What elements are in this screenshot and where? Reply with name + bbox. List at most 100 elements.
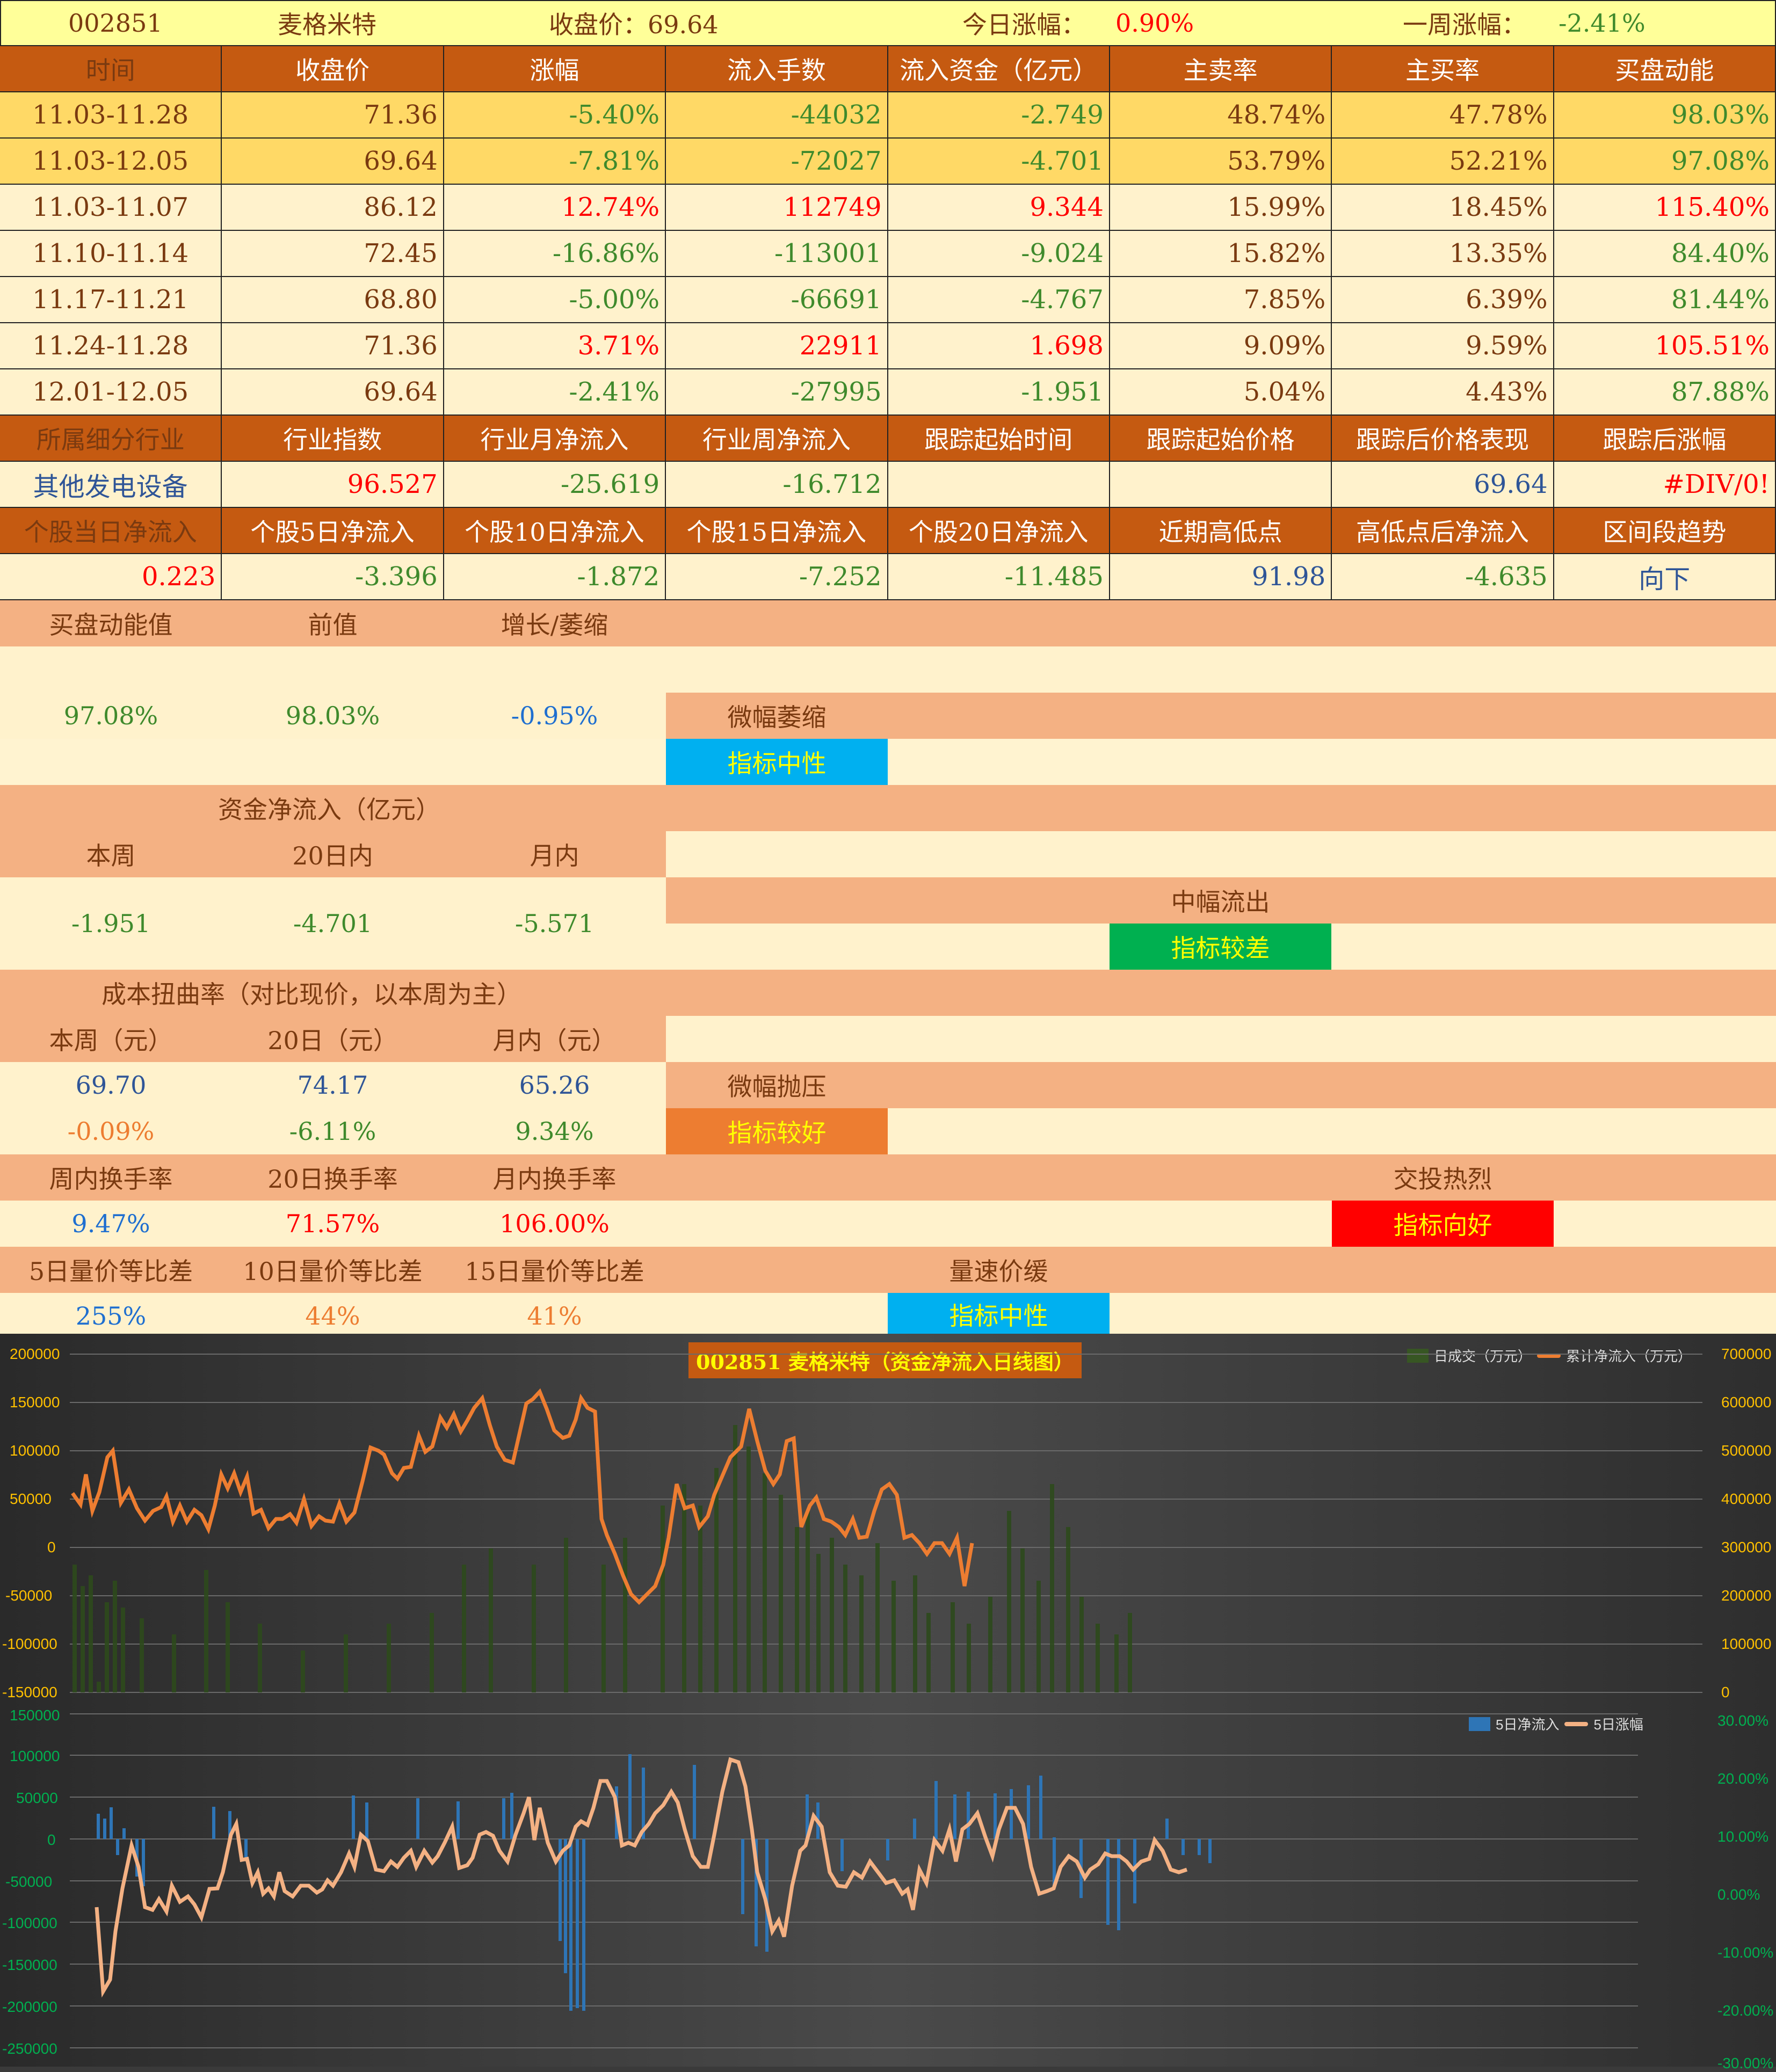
- after-high-low-inflow: -4.635: [1332, 554, 1554, 599]
- col-header: 个股10日净流入: [444, 508, 666, 553]
- change-legend-swatch: [1564, 1721, 1589, 1726]
- cell-close: 69.64: [222, 369, 444, 415]
- y-left-tick: 50000: [10, 1491, 52, 1507]
- track-change: #DIV/0!: [1554, 462, 1776, 507]
- today-change-value: 0.90%: [1115, 9, 1194, 38]
- y-left-tick: -150000: [2, 1684, 57, 1700]
- volprice-label-10d: 10日量价等比差: [243, 1257, 423, 1286]
- col-header: 个股20日净流入: [888, 508, 1110, 553]
- cell-close: 68.80: [222, 277, 444, 322]
- cell-lots: -27995: [666, 369, 888, 415]
- table-row: 11.03-11.28 71.36 -5.40% -44032 -2.749 4…: [0, 92, 1776, 139]
- cell-sell-rate: 9.09%: [1110, 323, 1332, 368]
- turnover-value-month: 106.00%: [499, 1209, 610, 1238]
- cost-rate-week: -0.09%: [67, 1117, 155, 1146]
- table-row: 11.03-11.07 86.12 12.74% 112749 9.344 15…: [0, 185, 1776, 231]
- volprice-label-5d: 5日量价等比差: [28, 1257, 193, 1286]
- table-row: 11.24-11.28 71.36 3.71% 22911 1.698 9.09…: [0, 323, 1776, 369]
- cell-period: 11.24-11.28: [0, 323, 222, 368]
- y-left-tick: 50000: [16, 1790, 58, 1806]
- prev-label: 前值: [308, 610, 358, 639]
- cell-close: 71.36: [222, 92, 444, 137]
- cell-lots: 22911: [666, 323, 888, 368]
- momentum-badge: 指标中性: [666, 739, 888, 785]
- turnover-value-20d: 71.57%: [285, 1209, 380, 1238]
- day-inflow: 0.223: [0, 554, 222, 599]
- stock-name: 麦格米特: [278, 10, 376, 39]
- col-header: 区间段趋势: [1554, 508, 1776, 553]
- cell-buy-rate: 13.35%: [1332, 231, 1554, 276]
- flow-label-month: 月内: [530, 841, 579, 870]
- cell-funds: -4.767: [888, 277, 1110, 322]
- y-left-tick: 150000: [10, 1707, 60, 1724]
- col-header: 高低点后净流入: [1332, 508, 1554, 553]
- y-right-tick: 100000: [1721, 1635, 1772, 1652]
- y-right-tick: 30.00%: [1717, 1712, 1768, 1729]
- cell-momentum: 97.08%: [1554, 139, 1776, 184]
- col-header: 跟踪起始价格: [1110, 416, 1332, 461]
- col-header: 行业月净流入: [444, 416, 666, 461]
- chart2-legend: 5日净流入 5日涨幅: [1469, 1714, 1643, 1734]
- y-left-tick: -200000: [2, 1998, 57, 2015]
- turnover-value-week: 9.47%: [71, 1209, 150, 1238]
- turnover-label-20d: 20日换手率: [267, 1165, 398, 1194]
- y-right-tick: 0.00%: [1717, 1886, 1760, 1903]
- 5day-flow-chart: 5日净流入 5日涨幅: [0, 1700, 1776, 2071]
- cell-buy-rate: 18.45%: [1332, 185, 1554, 230]
- cell-close: 69.64: [222, 139, 444, 184]
- volprice-value-5d: 255%: [75, 1302, 147, 1331]
- cell-momentum: 115.40%: [1554, 185, 1776, 230]
- cell-buy-rate: 4.43%: [1332, 369, 1554, 415]
- table-row: 11.17-11.21 68.80 -5.00% -66691 -4.767 7…: [0, 277, 1776, 323]
- cost-price-month: 65.26: [519, 1071, 590, 1100]
- cell-sell-rate: 7.85%: [1110, 277, 1332, 322]
- industry-index: 96.527: [222, 462, 444, 507]
- flow-value-month: -5.571: [514, 909, 595, 938]
- cell-funds: -4.701: [888, 139, 1110, 184]
- cell-change: -16.86%: [444, 231, 666, 276]
- flow-label-20d: 20日内: [292, 841, 373, 870]
- summary-bar: 002851 麦格米特 收盘价：69.64 今日涨幅： 0.90% 一周涨幅： …: [0, 0, 1776, 46]
- y-right-tick: 600000: [1721, 1394, 1772, 1411]
- chart1-plot: [70, 1354, 1702, 1693]
- cell-momentum: 105.51%: [1554, 323, 1776, 368]
- y-left-tick: 150000: [10, 1394, 60, 1411]
- recent-high-low: 91.98: [1110, 554, 1332, 599]
- y-left-tick: -100000: [2, 1915, 57, 1931]
- week-change-label: 一周涨幅：: [1403, 10, 1526, 39]
- col-header: 涨幅: [444, 46, 666, 91]
- cost-label-month: 月内（元）: [492, 1026, 617, 1055]
- y-right-tick: 700000: [1721, 1346, 1772, 1362]
- cell-change: -7.81%: [444, 139, 666, 184]
- col-header: 跟踪后涨幅: [1554, 416, 1776, 461]
- flow-status: 中幅流出: [1171, 888, 1270, 917]
- cost-title: 成本扭曲率（对比现价，以本周为主）: [102, 980, 521, 1009]
- col-header: 主买率: [1332, 46, 1554, 91]
- col-header: 流入资金（亿元）: [888, 46, 1110, 91]
- 15day-inflow: -7.252: [666, 554, 888, 599]
- y-left-tick: 200000: [10, 1346, 60, 1362]
- y-left-tick: -100000: [2, 1635, 57, 1652]
- cell-close: 72.45: [222, 231, 444, 276]
- y-right-tick: 400000: [1721, 1491, 1772, 1507]
- turnover-status: 交投热烈: [1393, 1165, 1492, 1194]
- col-header: 近期高低点: [1110, 508, 1332, 553]
- cell-momentum: 98.03%: [1554, 92, 1776, 137]
- table-row: 11.10-11.14 72.45 -16.86% -113001 -9.024…: [0, 231, 1776, 277]
- turnover-label-month: 月内换手率: [492, 1165, 617, 1194]
- col-header: 跟踪后价格表现: [1332, 416, 1554, 461]
- y-left-tick: 0: [47, 1831, 56, 1848]
- col-header: 个股5日净流入: [222, 508, 444, 553]
- turnover-badge: 指标向好: [1332, 1201, 1554, 1247]
- inflow-legend-swatch: [1469, 1717, 1490, 1731]
- track-start-time: [888, 462, 1110, 507]
- y-left-tick: -250000: [2, 2040, 57, 2057]
- y-right-tick: -10.00%: [1717, 1944, 1774, 1961]
- cost-price-week: 69.70: [75, 1071, 147, 1100]
- industry-row: 其他发电设备 96.527 -25.619 -16.712 69.64 #DIV…: [0, 462, 1776, 508]
- volprice-status: 量速价缓: [949, 1257, 1048, 1286]
- industry-name: 其他发电设备: [0, 462, 222, 507]
- cell-funds: 1.698: [888, 323, 1110, 368]
- week-change-value: -2.41%: [1558, 9, 1645, 38]
- close-price: 收盘价：69.64: [549, 10, 719, 39]
